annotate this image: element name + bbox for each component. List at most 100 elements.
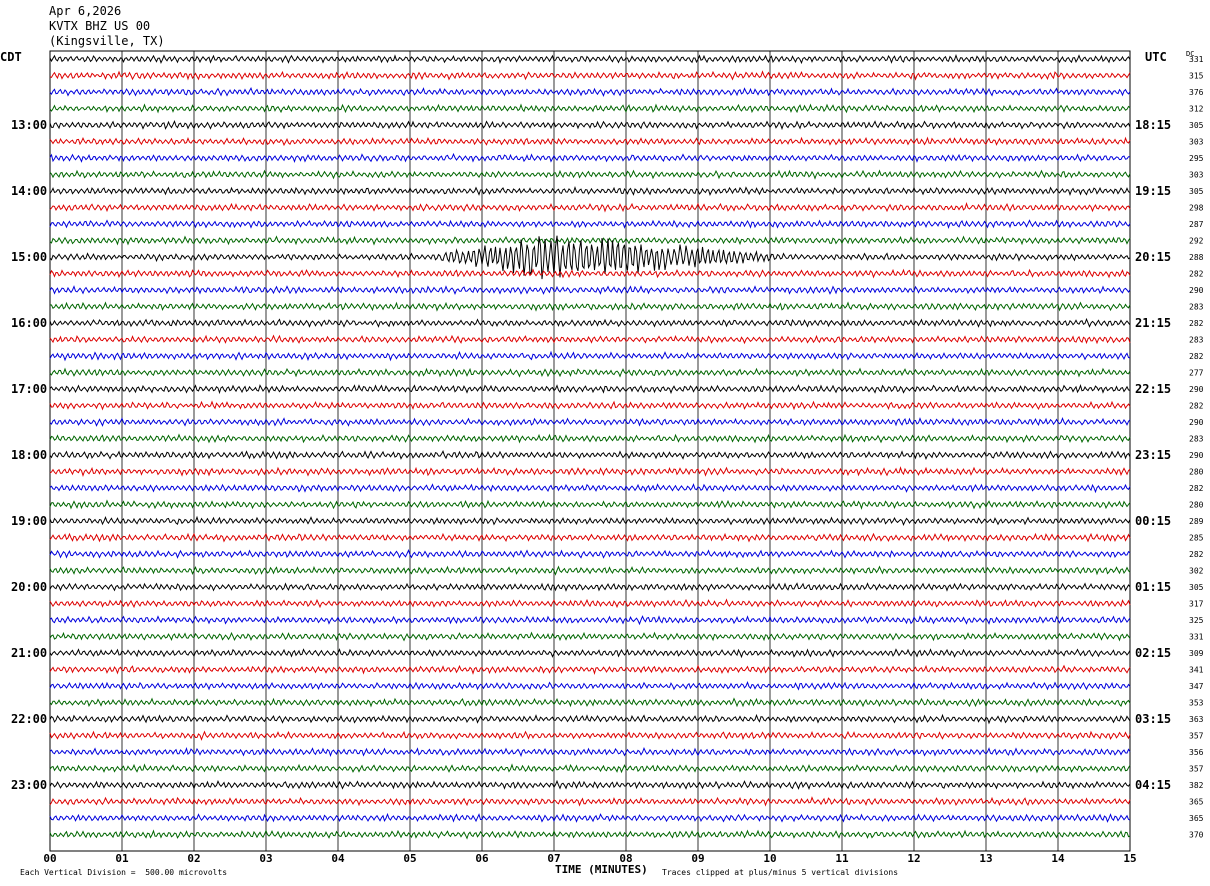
utc-hour-label: 01:15 xyxy=(1135,580,1171,594)
trace-row xyxy=(49,235,1131,280)
dc-offset-label: 357 xyxy=(1189,732,1204,741)
cdt-hour-label: 19:00 xyxy=(11,514,47,528)
dc-offset-label: 277 xyxy=(1189,369,1204,378)
x-tick-label: 08 xyxy=(619,852,632,865)
utc-hour-label: 02:15 xyxy=(1135,646,1171,660)
trace-row xyxy=(49,532,1131,543)
cdt-hour-label: 21:00 xyxy=(11,646,47,660)
trace-row xyxy=(49,763,1131,774)
trace-row xyxy=(49,120,1131,131)
dc-offset-label: 282 xyxy=(1189,402,1204,411)
trace-row xyxy=(49,219,1131,229)
trace-row xyxy=(49,648,1131,659)
trace-row xyxy=(49,169,1131,180)
trace-row xyxy=(49,631,1131,642)
trace-row xyxy=(49,384,1131,395)
trace-row xyxy=(49,152,1130,163)
cdt-hour-label: 15:00 xyxy=(11,250,47,264)
trace-row xyxy=(49,301,1131,312)
x-tick-label: 02 xyxy=(187,852,200,865)
trace-row xyxy=(49,450,1131,461)
trace-row xyxy=(49,697,1131,708)
x-tick-label: 07 xyxy=(547,852,560,865)
station-label: KVTX BHZ US 00 xyxy=(49,19,151,33)
dc-offset-label: 282 xyxy=(1189,319,1204,328)
x-tick-label: 14 xyxy=(1051,852,1065,865)
trace-row xyxy=(49,334,1131,345)
x-tick-label: 09 xyxy=(691,852,704,865)
date-label: Apr 6,2026 xyxy=(49,4,122,18)
dc-offset-label: 365 xyxy=(1189,798,1204,807)
trace-row xyxy=(49,367,1131,378)
dc-offset-label: 283 xyxy=(1189,303,1204,312)
cdt-hour-label: 14:00 xyxy=(11,184,47,198)
trace-row xyxy=(49,350,1131,362)
dc-offset-header: DC xyxy=(1186,50,1195,58)
dc-offset-label: 288 xyxy=(1189,253,1204,262)
trace-row xyxy=(49,796,1131,807)
trace-row xyxy=(49,582,1131,592)
trace-row xyxy=(49,549,1131,559)
trace-row xyxy=(49,466,1131,477)
dc-offset-label: 292 xyxy=(1189,237,1204,246)
dc-offset-label: 370 xyxy=(1189,831,1204,840)
trace-row xyxy=(49,812,1131,823)
dc-offset-label: 356 xyxy=(1189,748,1204,757)
plot-frame xyxy=(49,50,1131,852)
trace-row xyxy=(49,779,1131,791)
x-tick-label: 12 xyxy=(907,852,920,865)
dc-offset-label: 331 xyxy=(1189,633,1204,642)
dc-offset-label: 295 xyxy=(1189,154,1204,163)
trace-row xyxy=(49,615,1131,626)
dc-offset-label: 305 xyxy=(1189,187,1204,196)
trace-row xyxy=(49,317,1131,328)
dc-offset-label: 363 xyxy=(1189,715,1204,724)
x-tick-label: 11 xyxy=(835,852,849,865)
dc-offset-label: 382 xyxy=(1189,781,1204,790)
dc-offset-label: 290 xyxy=(1189,418,1204,427)
x-tick-label: 04 xyxy=(331,852,345,865)
x-tick-label: 05 xyxy=(403,852,416,865)
trace-row xyxy=(49,268,1131,279)
dc-offset-label: 280 xyxy=(1189,468,1204,477)
dc-offset-label: 282 xyxy=(1189,550,1204,559)
trace-row xyxy=(49,565,1131,576)
dc-offset-label: 287 xyxy=(1189,220,1204,229)
dc-offset-label: 305 xyxy=(1189,121,1204,130)
scale-note: Each Vertical Division = 500.00 microvol… xyxy=(20,868,228,877)
cdt-hour-label: 20:00 xyxy=(11,580,47,594)
cdt-hour-label: 23:00 xyxy=(11,778,47,792)
right-timezone-label: UTC xyxy=(1145,50,1167,64)
clip-note: Traces clipped at plus/minus 5 vertical … xyxy=(662,868,899,877)
dc-offset-label: 331 xyxy=(1189,55,1204,64)
dc-offset-label: 353 xyxy=(1189,699,1204,708)
x-tick-label: 06 xyxy=(475,852,489,865)
dc-offset-label: 325 xyxy=(1189,616,1204,625)
trace-row xyxy=(49,136,1131,147)
dc-offset-label: 283 xyxy=(1189,435,1204,444)
dc-offset-label: 303 xyxy=(1189,171,1204,180)
dc-offset-label: 347 xyxy=(1189,682,1204,691)
x-tick-label: 00 xyxy=(43,852,56,865)
trace-row xyxy=(49,103,1131,114)
cdt-hour-label: 17:00 xyxy=(11,382,47,396)
utc-hour-label: 03:15 xyxy=(1135,712,1171,726)
cdt-hour-label: 22:00 xyxy=(11,712,47,726)
trace-row xyxy=(49,680,1131,691)
trace-row xyxy=(49,713,1131,725)
trace-row xyxy=(49,235,1131,246)
trace-row xyxy=(49,70,1131,81)
trace-row xyxy=(49,53,1131,65)
utc-hour-label: 22:15 xyxy=(1135,382,1171,396)
location-label: (Kingsville, TX) xyxy=(49,34,165,48)
dc-offset-label: 376 xyxy=(1189,88,1204,97)
trace-row xyxy=(49,515,1131,527)
trace-row xyxy=(49,829,1131,840)
dc-offset-label: 302 xyxy=(1189,567,1204,576)
dc-offset-label: 317 xyxy=(1189,600,1204,609)
utc-hour-label: 20:15 xyxy=(1135,250,1171,264)
dc-offset-label: 282 xyxy=(1189,270,1204,279)
trace-row xyxy=(49,433,1131,444)
dc-offset-label: 290 xyxy=(1189,385,1204,394)
